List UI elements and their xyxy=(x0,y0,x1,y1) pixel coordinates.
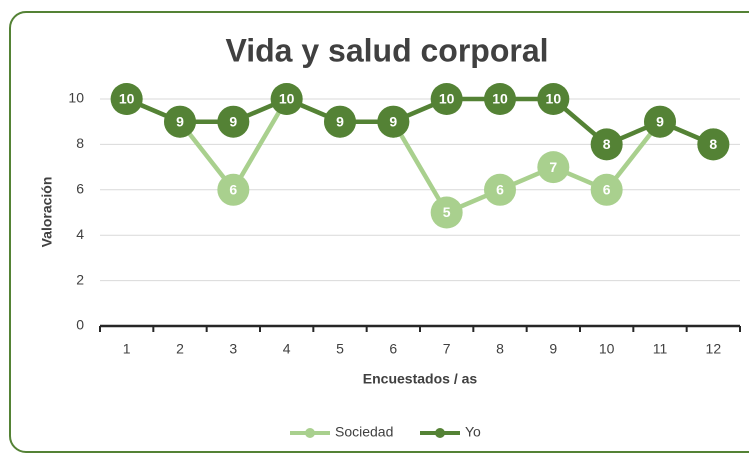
x-tick-label: 4 xyxy=(283,341,291,357)
y-tick-label: 2 xyxy=(76,271,84,287)
y-tick-label: 10 xyxy=(68,90,84,106)
y-tick-label: 4 xyxy=(76,226,84,242)
y-tick-label: 6 xyxy=(76,181,84,197)
data-label: 6 xyxy=(496,182,504,198)
marker xyxy=(270,83,303,115)
y-axis-label: Valoración xyxy=(39,177,55,248)
y-tick-label: 8 xyxy=(76,135,84,151)
x-tick-label: 9 xyxy=(549,341,557,357)
x-tick-label: 1 xyxy=(123,341,131,357)
legend-label: Sociedad xyxy=(335,424,393,440)
data-label: 9 xyxy=(656,113,664,129)
chart-title: Vida y salud corporal xyxy=(225,32,548,68)
x-tick-label: 5 xyxy=(336,341,344,357)
data-label: 9 xyxy=(389,113,397,129)
y-tick-label: 0 xyxy=(76,317,84,333)
marker xyxy=(590,173,623,206)
marker xyxy=(484,173,516,206)
marker xyxy=(590,128,623,161)
data-label: 10 xyxy=(546,91,562,107)
marker xyxy=(377,105,410,138)
x-tick-label: 11 xyxy=(653,341,668,357)
marker xyxy=(697,128,730,161)
marker xyxy=(537,151,570,184)
x-tick-label: 2 xyxy=(176,341,184,357)
x-tick-label: 7 xyxy=(443,341,451,357)
legend-marker xyxy=(435,428,445,438)
marker xyxy=(110,83,143,115)
data-label: 7 xyxy=(549,159,557,175)
data-label: 9 xyxy=(229,113,237,129)
x-tick-label: 10 xyxy=(599,341,615,357)
x-tick-label: 12 xyxy=(706,341,722,357)
legend-marker xyxy=(305,428,315,438)
marker xyxy=(430,83,463,115)
marker xyxy=(164,105,196,138)
data-label: 10 xyxy=(492,91,508,107)
data-label: 8 xyxy=(603,136,611,152)
data-label: 5 xyxy=(443,204,451,220)
x-axis-label: Encuestados / as xyxy=(363,371,478,387)
marker xyxy=(644,105,676,138)
data-label: 6 xyxy=(603,182,611,198)
x-tick-label: 3 xyxy=(229,341,237,357)
x-tick-label: 6 xyxy=(389,341,397,357)
data-label: 10 xyxy=(279,91,295,107)
marker xyxy=(484,83,516,115)
marker xyxy=(217,173,250,206)
data-label: 9 xyxy=(176,113,184,129)
marker xyxy=(324,105,356,138)
marker xyxy=(217,105,250,138)
data-label: 10 xyxy=(119,91,135,107)
marker xyxy=(537,83,570,115)
marker xyxy=(430,196,463,229)
data-label: 10 xyxy=(439,91,455,107)
x-tick-label: 8 xyxy=(496,341,504,357)
data-label: 9 xyxy=(336,113,344,129)
data-label: 6 xyxy=(229,182,237,198)
data-label: 8 xyxy=(709,136,717,152)
legend-label: Yo xyxy=(465,424,481,440)
